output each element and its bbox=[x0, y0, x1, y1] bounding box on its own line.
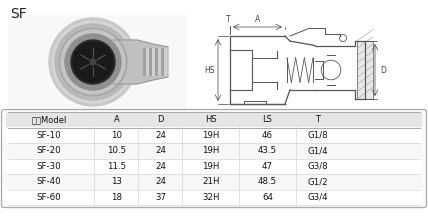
Text: 21H: 21H bbox=[202, 177, 220, 186]
Text: 19H: 19H bbox=[202, 131, 220, 140]
Text: 18: 18 bbox=[111, 193, 122, 202]
Text: 46: 46 bbox=[262, 131, 273, 140]
Text: 24: 24 bbox=[155, 131, 166, 140]
Text: HS: HS bbox=[205, 66, 215, 75]
Text: 43.5: 43.5 bbox=[258, 146, 277, 155]
Bar bbox=[6, 128, 422, 143]
Text: 24: 24 bbox=[155, 146, 166, 155]
Bar bbox=[152, 48, 155, 76]
Text: LS: LS bbox=[293, 118, 302, 127]
Circle shape bbox=[58, 27, 128, 97]
Text: G3/4: G3/4 bbox=[308, 193, 328, 202]
Text: 48.5: 48.5 bbox=[258, 177, 277, 186]
Text: D: D bbox=[380, 66, 386, 75]
Circle shape bbox=[65, 34, 121, 90]
Text: A: A bbox=[113, 115, 119, 124]
Bar bbox=[357, 41, 373, 99]
Bar bbox=[149, 48, 152, 76]
Text: 10: 10 bbox=[111, 131, 122, 140]
Bar bbox=[164, 48, 167, 76]
Text: SF-60: SF-60 bbox=[37, 193, 62, 202]
Bar bbox=[8, 15, 186, 115]
Text: 10.5: 10.5 bbox=[107, 146, 126, 155]
Text: 11.5: 11.5 bbox=[107, 162, 126, 171]
Text: G1/2: G1/2 bbox=[308, 177, 328, 186]
Text: T: T bbox=[226, 15, 230, 24]
Text: 型号Model: 型号Model bbox=[32, 115, 67, 124]
Bar bbox=[6, 143, 422, 158]
Bar bbox=[6, 174, 422, 189]
Circle shape bbox=[55, 24, 131, 100]
Circle shape bbox=[49, 18, 137, 106]
Text: G1/4: G1/4 bbox=[308, 146, 328, 155]
Text: D: D bbox=[157, 115, 163, 124]
Bar bbox=[6, 112, 422, 127]
Text: SF: SF bbox=[10, 7, 27, 21]
Bar bbox=[143, 48, 146, 76]
Circle shape bbox=[59, 28, 127, 96]
Text: 19H: 19H bbox=[202, 146, 220, 155]
Circle shape bbox=[73, 42, 113, 82]
Bar bbox=[158, 48, 161, 76]
Text: 64: 64 bbox=[262, 193, 273, 202]
Polygon shape bbox=[113, 40, 168, 84]
Text: SF-40: SF-40 bbox=[37, 177, 62, 186]
Text: SF-20: SF-20 bbox=[37, 146, 62, 155]
Text: 24: 24 bbox=[155, 162, 166, 171]
Circle shape bbox=[61, 30, 125, 94]
Text: SF-10: SF-10 bbox=[37, 131, 62, 140]
Text: LS: LS bbox=[263, 115, 273, 124]
Text: 24: 24 bbox=[155, 177, 166, 186]
Text: T: T bbox=[315, 115, 321, 124]
Circle shape bbox=[52, 21, 134, 103]
Circle shape bbox=[71, 40, 115, 84]
Text: 13: 13 bbox=[111, 177, 122, 186]
Circle shape bbox=[90, 59, 96, 65]
Text: 37: 37 bbox=[155, 193, 166, 202]
Text: 19H: 19H bbox=[202, 162, 220, 171]
FancyBboxPatch shape bbox=[2, 110, 426, 207]
Bar bbox=[161, 48, 164, 76]
Bar bbox=[6, 159, 422, 174]
Bar bbox=[146, 48, 149, 76]
Bar bbox=[155, 48, 158, 76]
Text: 32H: 32H bbox=[202, 193, 220, 202]
Text: SF-30: SF-30 bbox=[37, 162, 62, 171]
Text: HS: HS bbox=[205, 115, 217, 124]
Text: A: A bbox=[255, 15, 260, 24]
Text: 47: 47 bbox=[262, 162, 273, 171]
Bar bbox=[6, 190, 422, 205]
Text: G3/8: G3/8 bbox=[308, 162, 328, 171]
Text: G1/8: G1/8 bbox=[308, 131, 328, 140]
